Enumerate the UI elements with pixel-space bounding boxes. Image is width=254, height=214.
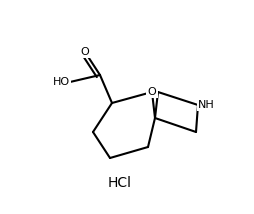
Text: NH: NH: [197, 100, 214, 110]
Text: O: O: [147, 87, 156, 97]
Text: O: O: [80, 47, 89, 57]
Text: HO: HO: [53, 77, 70, 87]
Text: HCl: HCl: [108, 176, 132, 190]
